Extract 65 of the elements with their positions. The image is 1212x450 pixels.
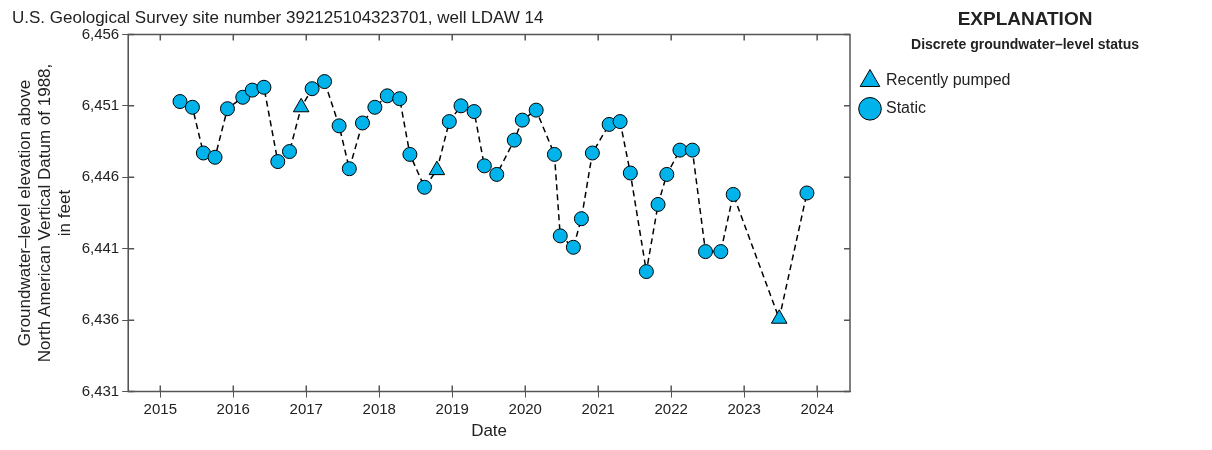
point [281, 144, 297, 160]
point [304, 81, 320, 97]
point [453, 98, 469, 114]
y-tick-label: 6,446 [81, 167, 120, 185]
point [207, 149, 223, 165]
point [650, 196, 666, 212]
point [725, 186, 741, 202]
point [799, 185, 815, 201]
chart-title: U.S. Geological Survey site number 392125104323701, well LDAW 14 [12, 7, 544, 27]
point [195, 145, 211, 161]
x-tick-label: 2015 [143, 399, 177, 417]
point [638, 264, 654, 280]
point [331, 118, 347, 134]
point [565, 239, 581, 255]
point [402, 146, 418, 162]
x-tick-label: 2023 [727, 399, 761, 417]
point [713, 244, 729, 260]
x-tick-label: 2017 [289, 399, 323, 417]
point [514, 112, 530, 128]
point [184, 99, 200, 115]
point [244, 82, 260, 98]
point [584, 145, 600, 161]
point [573, 211, 589, 227]
y-tick-label: 6,441 [81, 238, 120, 256]
point [219, 101, 235, 117]
x-tick-label: 2018 [362, 399, 396, 417]
point [270, 154, 286, 170]
y-tick-label: 6,436 [81, 310, 120, 328]
point [476, 158, 492, 174]
point [441, 114, 457, 130]
point [367, 99, 383, 115]
point [684, 142, 700, 158]
point [417, 179, 432, 195]
point [528, 102, 544, 118]
point [659, 166, 675, 182]
point [489, 166, 505, 182]
legend-label: Static [886, 99, 927, 117]
legend-title: Discrete groundwater–level status [911, 35, 1140, 52]
x-tick-label: 2022 [654, 399, 688, 417]
point [354, 115, 370, 131]
x-tick-label: 2016 [216, 399, 250, 417]
y-axis-title: Groundwater–level elevation above North American Vertical Datum of 1988, in feet [15, 63, 74, 363]
x-tick-label: 2024 [800, 399, 834, 417]
point [612, 114, 628, 130]
legend-label: Recently pumped [886, 71, 1011, 89]
x-tick-label: 2021 [581, 399, 615, 417]
point [546, 146, 562, 162]
x-axis-title: Date [471, 421, 508, 441]
text: EXPLANATION [957, 7, 1093, 29]
point [552, 228, 568, 244]
point [392, 91, 408, 107]
point [379, 88, 395, 104]
point [466, 104, 482, 120]
point [697, 244, 713, 260]
point [506, 132, 522, 148]
point [672, 142, 688, 158]
point [256, 79, 272, 95]
x-tick-label: 2019 [435, 399, 469, 417]
point [341, 161, 357, 177]
x-tick-label: 2020 [508, 399, 542, 417]
point [622, 165, 638, 181]
point [172, 94, 188, 110]
point [317, 74, 333, 90]
y-tick-label: 6,431 [81, 381, 120, 399]
y-tick-label: 6,451 [81, 95, 120, 113]
